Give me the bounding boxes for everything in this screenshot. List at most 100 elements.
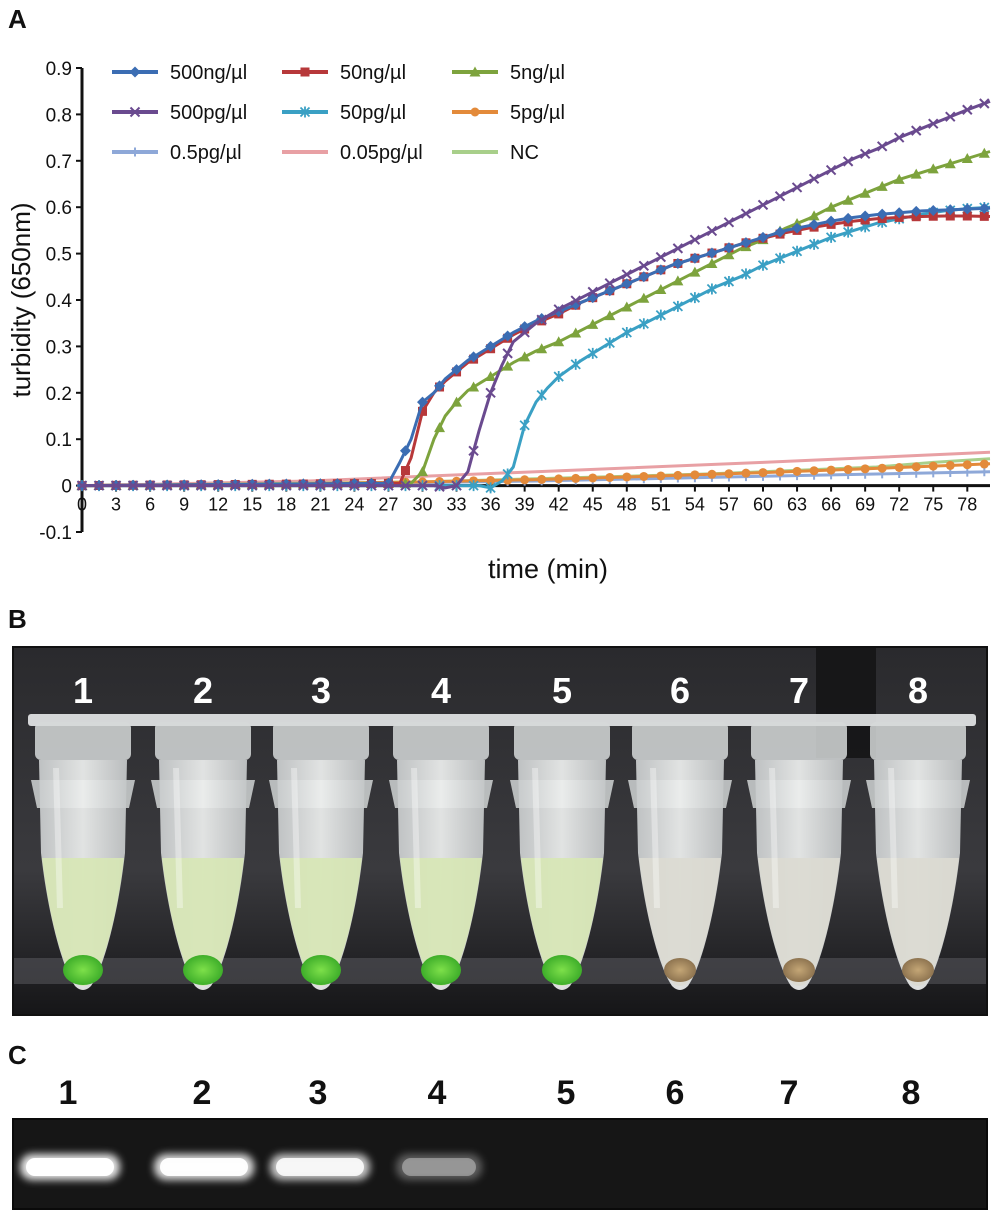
data-point: [638, 292, 650, 303]
data-point: [723, 275, 735, 287]
x-tick-label: 66: [821, 495, 841, 515]
data-point: [672, 257, 684, 269]
legend-marker: [300, 67, 310, 77]
data-point: [536, 314, 547, 325]
tube-highlight: [173, 768, 183, 908]
data-point: [740, 208, 752, 219]
tube-7: [747, 722, 851, 990]
data-point: [587, 286, 598, 298]
data-point: [485, 340, 497, 352]
data-point: [808, 173, 820, 184]
data-point: [485, 482, 496, 494]
y-tick-label: 0: [61, 477, 72, 498]
data-point: [571, 473, 581, 483]
data-point: [876, 141, 888, 152]
gel-lane-number-2: 2: [192, 1074, 212, 1112]
data-point: [945, 111, 956, 122]
tube-liquid: [162, 858, 244, 986]
data-point: [859, 187, 871, 198]
x-tick-label: 51: [651, 495, 671, 515]
legend-label: 50pg/µl: [340, 102, 406, 124]
data-point: [672, 275, 684, 286]
data-point: [366, 480, 377, 491]
gel-electrophoresis-panel: [12, 1118, 988, 1210]
data-point: [978, 147, 990, 158]
x-tick-label: 45: [583, 495, 603, 515]
x-tick-label: 24: [344, 495, 364, 515]
green-pellet: [421, 955, 461, 985]
green-pellet: [542, 955, 582, 985]
data-point: [774, 190, 786, 202]
data-point: [690, 470, 700, 480]
data-point: [757, 199, 769, 211]
data-point: [774, 226, 786, 238]
beige-pellet: [783, 958, 815, 982]
turbidity-line-chart: -0.100.10.20.30.40.50.60.70.80.90 3 6 9 12 15…: [6, 59, 991, 584]
gel-lane-number-8: 8: [901, 1074, 921, 1112]
data-point: [639, 471, 649, 481]
data-point: [587, 347, 598, 359]
data-point: [621, 301, 633, 312]
data-point: [792, 466, 802, 476]
x-tick-label: 48: [617, 495, 637, 515]
x-tick-label: 18: [276, 495, 296, 515]
data-point: [195, 480, 207, 491]
data-point: [825, 215, 837, 227]
data-point: [893, 207, 905, 219]
data-point: [842, 226, 854, 238]
data-point: [655, 264, 667, 276]
data-point: [706, 257, 718, 268]
beige-pellet: [902, 958, 934, 982]
data-point: [638, 318, 649, 330]
tube-highlight: [532, 768, 542, 908]
data-point: [281, 480, 292, 491]
data-point: [979, 98, 990, 109]
data-point: [825, 164, 837, 176]
data-point: [570, 327, 582, 338]
data-point: [587, 318, 599, 329]
tube-cap: [870, 722, 966, 760]
data-point: [808, 210, 820, 221]
gel-lane-number-1: 1: [58, 1074, 78, 1112]
data-point: [519, 419, 530, 431]
data-point: [76, 480, 88, 491]
data-point: [979, 467, 989, 477]
data-point: [638, 260, 650, 271]
data-point: [825, 201, 837, 212]
tube-photo-drawing: [14, 648, 986, 1014]
series-500ng--l: [76, 202, 991, 492]
x-tick-label: 9: [179, 495, 189, 515]
data-point: [877, 463, 887, 473]
data-point: [910, 168, 922, 179]
series-line: [81, 206, 991, 488]
data-point: [962, 104, 973, 115]
data-point: [655, 284, 667, 295]
data-point: [791, 245, 803, 257]
data-point: [485, 387, 496, 399]
data-point: [724, 469, 734, 479]
data-point: [672, 300, 684, 312]
data-point: [927, 163, 939, 174]
legend-entry: 500ng/µl: [112, 62, 247, 84]
data-point: [979, 459, 989, 469]
tube-liquid: [877, 858, 959, 986]
x-tick-label: 0: [77, 495, 87, 515]
photo-lane-number-7: 7: [788, 670, 810, 711]
panel-label-b: B: [8, 604, 27, 634]
data-point: [672, 243, 684, 254]
x-tick-label: 57: [719, 495, 739, 515]
data-point: [707, 469, 717, 479]
data-point: [604, 277, 615, 289]
legend-entry: 5ng/µl: [452, 62, 565, 84]
gel-lane-number-7: 7: [779, 1074, 799, 1112]
legend-entry: 0.05pg/µl: [282, 142, 423, 164]
data-point: [689, 292, 701, 304]
x-tick-label: 54: [685, 495, 705, 515]
data-point: [775, 467, 785, 477]
data-point: [740, 237, 752, 249]
legend-label: 500pg/µl: [170, 102, 247, 124]
tube-6: [628, 722, 732, 990]
y-tick-label: -0.1: [39, 523, 72, 544]
photo-lane-number-6: 6: [669, 670, 691, 711]
beige-pellet: [664, 958, 696, 982]
